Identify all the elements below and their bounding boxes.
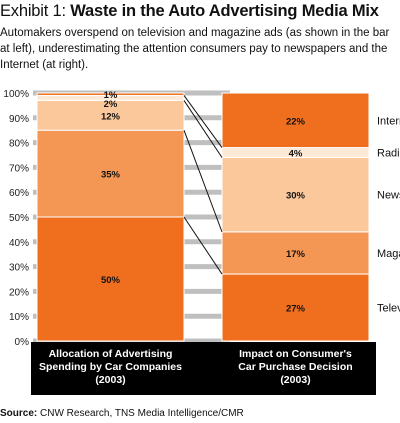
data-label: 4% bbox=[289, 149, 303, 160]
y-tick-label: 40% bbox=[9, 238, 29, 249]
y-tick-label: 30% bbox=[9, 263, 29, 274]
source-label: Source: bbox=[0, 408, 38, 419]
source-note: Source: CNW Research, TNS Media Intellig… bbox=[0, 407, 400, 421]
category-label: Spending by Car Companies bbox=[39, 361, 182, 373]
bar-segment bbox=[36, 92, 185, 96]
y-tick-label: 70% bbox=[9, 163, 29, 174]
exhibit-number: Exhibit 1: bbox=[0, 2, 71, 20]
stacked-bar-chart: 0% 10% 20% 30% 40% 50% 60% 70% 80% 90% 100% 50% 35% 1… bbox=[3, 89, 400, 395]
y-tick-label: 50% bbox=[9, 213, 29, 224]
bar-segment bbox=[36, 216, 185, 342]
data-label: 30% bbox=[286, 191, 306, 202]
y-tick-label: 0% bbox=[15, 337, 30, 348]
data-label: 22% bbox=[286, 116, 306, 127]
exhibit-title: Waste in the Auto Advertising Media Mix bbox=[70, 2, 379, 20]
connector-line bbox=[183, 130, 223, 233]
chart-title: Exhibit 1: Waste in the Auto Advertising… bbox=[0, 0, 400, 22]
connector-line bbox=[183, 95, 223, 148]
data-label: 1% bbox=[104, 90, 118, 101]
data-label: 50% bbox=[101, 275, 121, 286]
legend-label-television: Television bbox=[377, 303, 400, 315]
category-label-band bbox=[31, 342, 376, 395]
category-label: Allocation of Advertising bbox=[49, 348, 173, 360]
category-label: (2003) bbox=[280, 374, 310, 386]
y-tick-label: 10% bbox=[9, 312, 29, 323]
chart-subtitle: Automakers overspend on television and m… bbox=[0, 27, 390, 71]
category-label: Car Purchase Decision bbox=[238, 361, 352, 373]
connector-line bbox=[183, 216, 223, 275]
legend-label-newspaper: Newspaper bbox=[377, 190, 400, 202]
legend-label-magazine: Magazine bbox=[377, 248, 400, 260]
data-label: 12% bbox=[101, 111, 121, 122]
y-tick-label: 20% bbox=[9, 287, 29, 298]
source-text: CNW Research, TNS Media Intelligence/CMR bbox=[37, 408, 244, 419]
data-label: 35% bbox=[101, 170, 121, 181]
y-tick-label: 100% bbox=[3, 89, 29, 100]
connector-line bbox=[183, 100, 223, 158]
bar-segment bbox=[36, 129, 185, 218]
bar-segment bbox=[221, 156, 370, 233]
legend-label-radio: Radio bbox=[377, 148, 400, 160]
bar-segment bbox=[221, 273, 370, 342]
legend-label-internet: Internet bbox=[377, 115, 400, 127]
y-tick-label: 90% bbox=[9, 114, 29, 125]
bar-segment bbox=[221, 92, 370, 149]
y-tick-label: 60% bbox=[9, 188, 29, 199]
bar-segment bbox=[221, 231, 370, 275]
data-label: 2% bbox=[104, 99, 118, 110]
category-label: (2003) bbox=[95, 374, 125, 386]
data-label: 27% bbox=[286, 304, 306, 315]
y-tick-label: 80% bbox=[9, 139, 29, 150]
category-label: Impact on Consumer's bbox=[239, 348, 352, 360]
bar-segment bbox=[36, 99, 185, 131]
data-label: 17% bbox=[286, 249, 306, 260]
